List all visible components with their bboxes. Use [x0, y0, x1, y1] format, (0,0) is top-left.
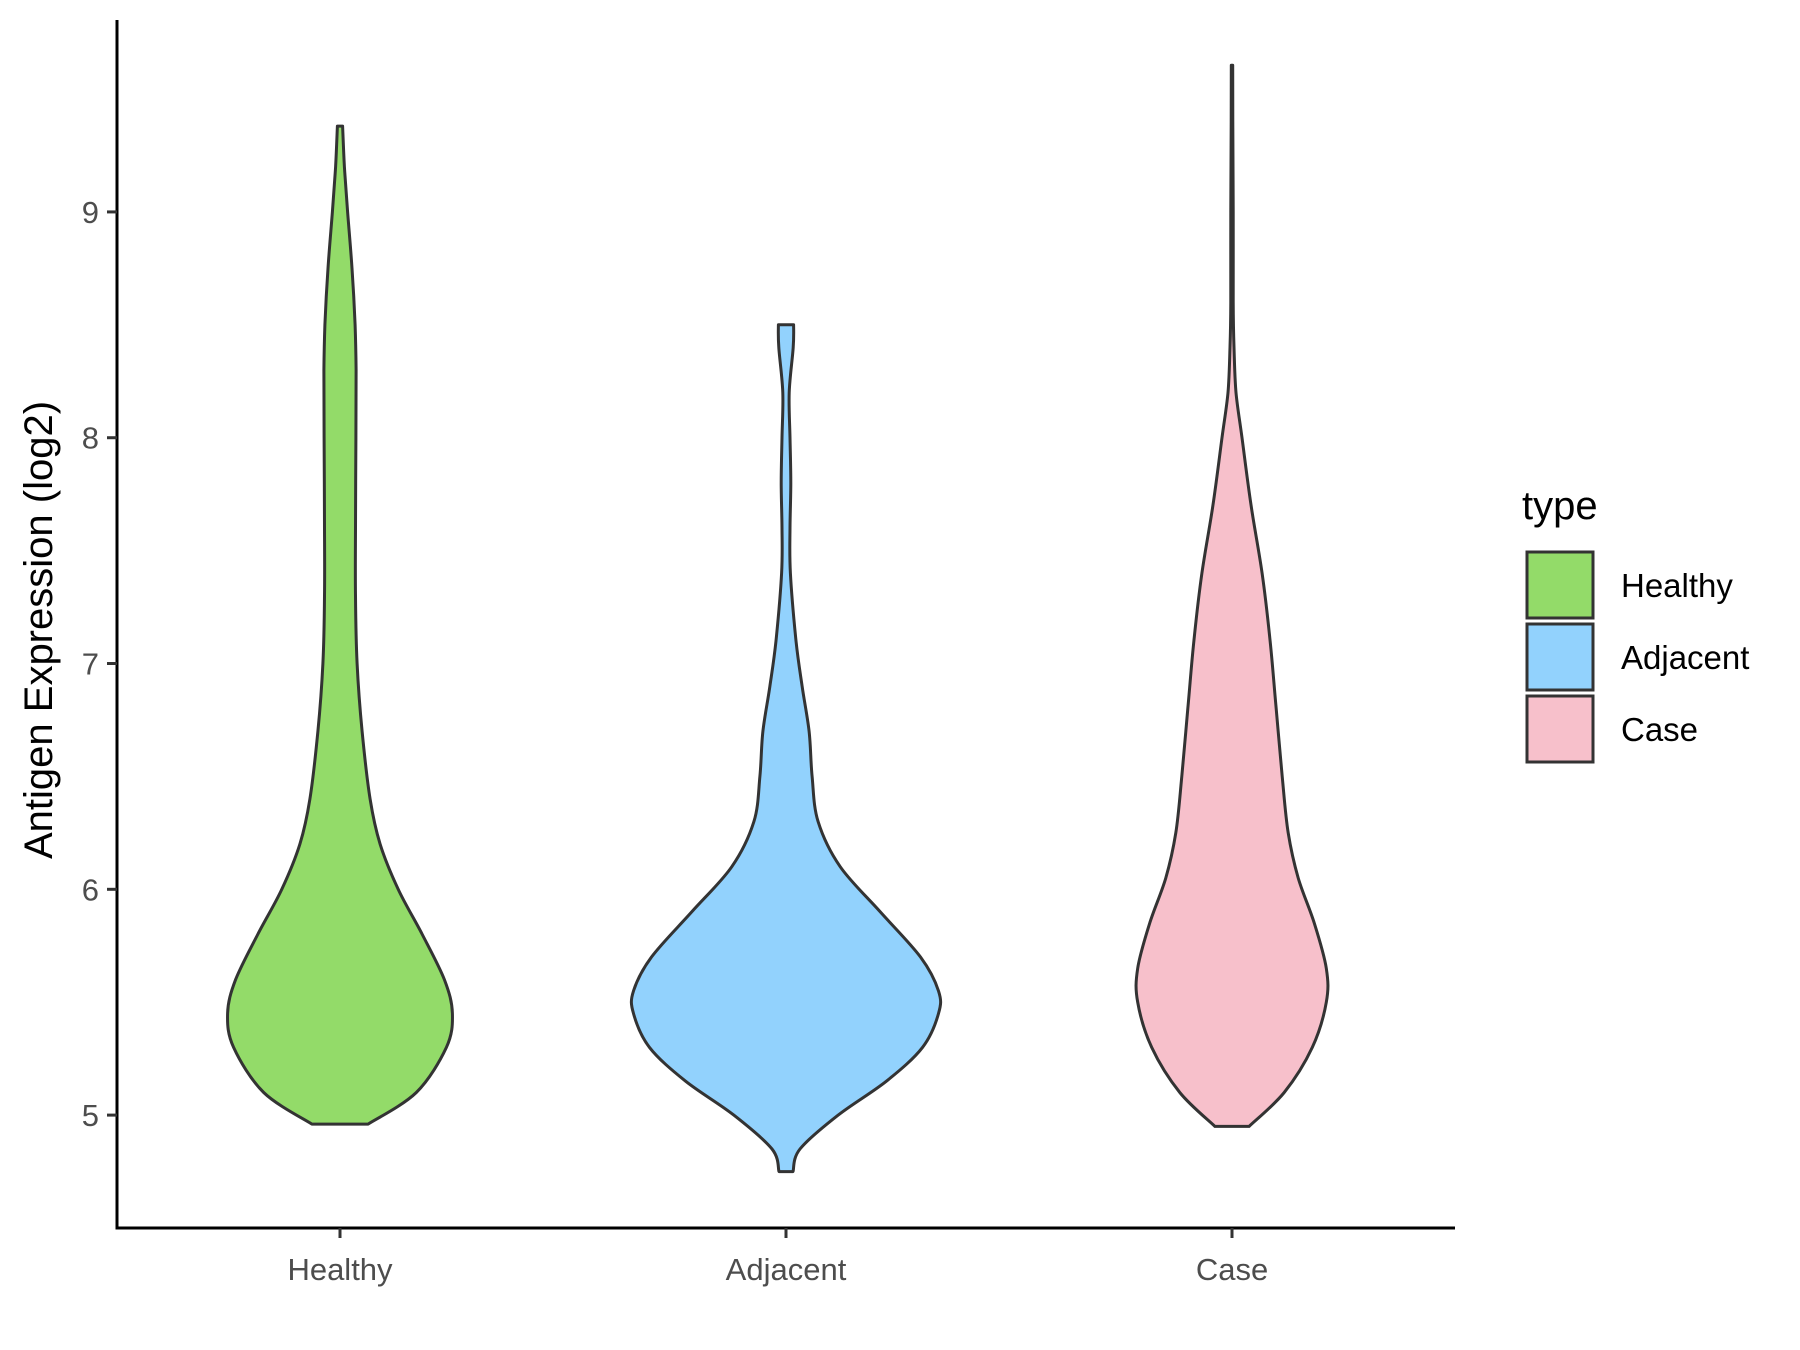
violin-healthy [226, 124, 454, 1126]
x-tick-label: Case [1196, 1252, 1268, 1287]
x-tick-label: Adjacent [726, 1252, 847, 1287]
x-tick-label: Healthy [287, 1252, 393, 1287]
legend-title: type [1522, 484, 1598, 528]
legend-items: Healthy Adjacent Case [1525, 550, 1749, 764]
legend: type Healthy Adjacent Case [1522, 484, 1749, 764]
violin-layer [226, 63, 1330, 1174]
legend-key-adjacent [1525, 622, 1595, 692]
legend-label: Healthy [1621, 567, 1733, 604]
y-axis-ticks: 5 6 7 8 9 [82, 195, 117, 1133]
violin-case [1134, 63, 1330, 1128]
y-tick-label: 9 [82, 195, 99, 230]
y-tick-label: 6 [82, 872, 99, 907]
y-axis-title: Antigen Expression (log2) [17, 401, 61, 859]
y-tick-label: 7 [82, 647, 99, 682]
violin-adjacent [629, 323, 943, 1174]
legend-key-case [1525, 694, 1595, 764]
y-tick-label: 8 [82, 421, 99, 456]
legend-key-healthy [1525, 550, 1595, 620]
y-tick-label: 5 [82, 1098, 99, 1133]
legend-label: Adjacent [1621, 639, 1749, 676]
legend-label: Case [1621, 711, 1698, 748]
x-axis-ticks: Healthy Adjacent Case [287, 1228, 1268, 1287]
